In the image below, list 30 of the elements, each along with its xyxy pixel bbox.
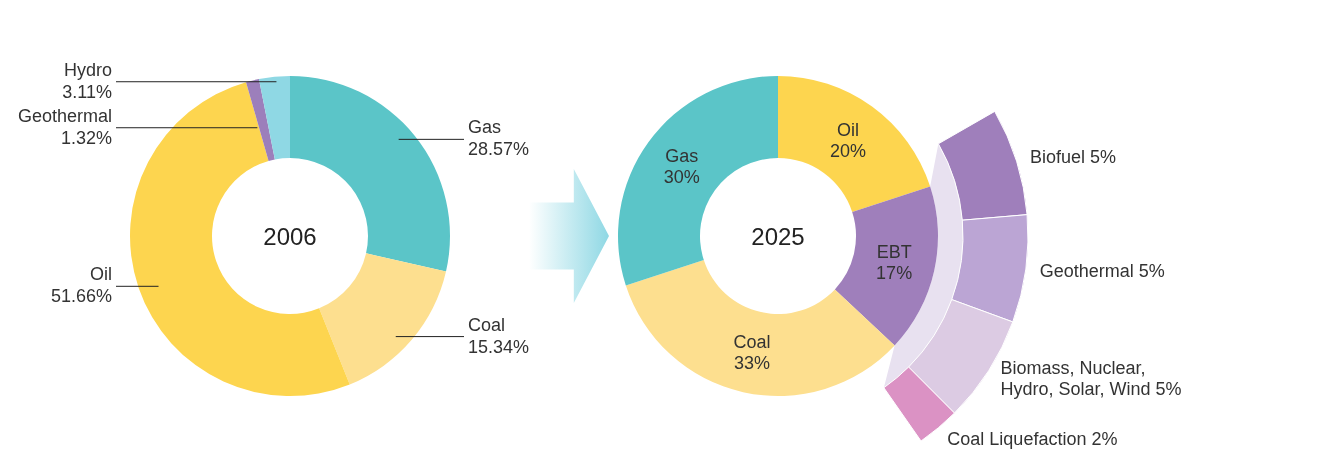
- slice-label: Oil: [90, 264, 112, 285]
- data-label: 15.34%: [468, 336, 530, 357]
- data-label: 51.66%: [50, 286, 112, 307]
- data-label: 30%: [663, 167, 700, 188]
- text: 2025: [751, 222, 805, 250]
- slice-label: Coal Liquefaction 2%: [947, 428, 1118, 449]
- text: 2006: [263, 222, 317, 250]
- data-label: 20%: [829, 140, 866, 161]
- slice-label: Geothermal: [17, 105, 112, 126]
- data-label: 3.11%: [62, 81, 112, 102]
- slice-label: Biofuel 5%: [1029, 147, 1116, 168]
- donut-slice: [130, 82, 350, 396]
- data-label: 33%: [734, 353, 771, 374]
- slice-label: Oil: [836, 119, 859, 140]
- slice-label: Coal: [468, 314, 506, 335]
- slice-label: Gas: [665, 146, 699, 167]
- data-label: 17%: [876, 262, 913, 283]
- slice-label: Biomass, Nuclear, Hydro, Solar, Wind 5%: [1000, 357, 1182, 399]
- slice-label: Geothermal 5%: [1039, 260, 1165, 281]
- donut-slice: [246, 79, 275, 161]
- donut-slice: [258, 76, 290, 160]
- slice-label: Coal: [733, 332, 771, 353]
- slice-label: Gas: [468, 117, 502, 138]
- donut-slice: [319, 253, 446, 385]
- donut-slice: [834, 186, 938, 346]
- data-label: 28.57%: [468, 139, 530, 160]
- donut-slice: [778, 76, 931, 212]
- data-label: 1.32%: [60, 127, 112, 148]
- slice-label: Hydro: [63, 59, 112, 80]
- slice-label: EBT: [876, 241, 912, 262]
